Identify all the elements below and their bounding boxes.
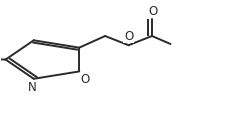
Text: N: N	[28, 81, 37, 94]
Text: O: O	[149, 5, 158, 18]
Text: O: O	[124, 30, 133, 43]
Text: O: O	[80, 73, 90, 86]
